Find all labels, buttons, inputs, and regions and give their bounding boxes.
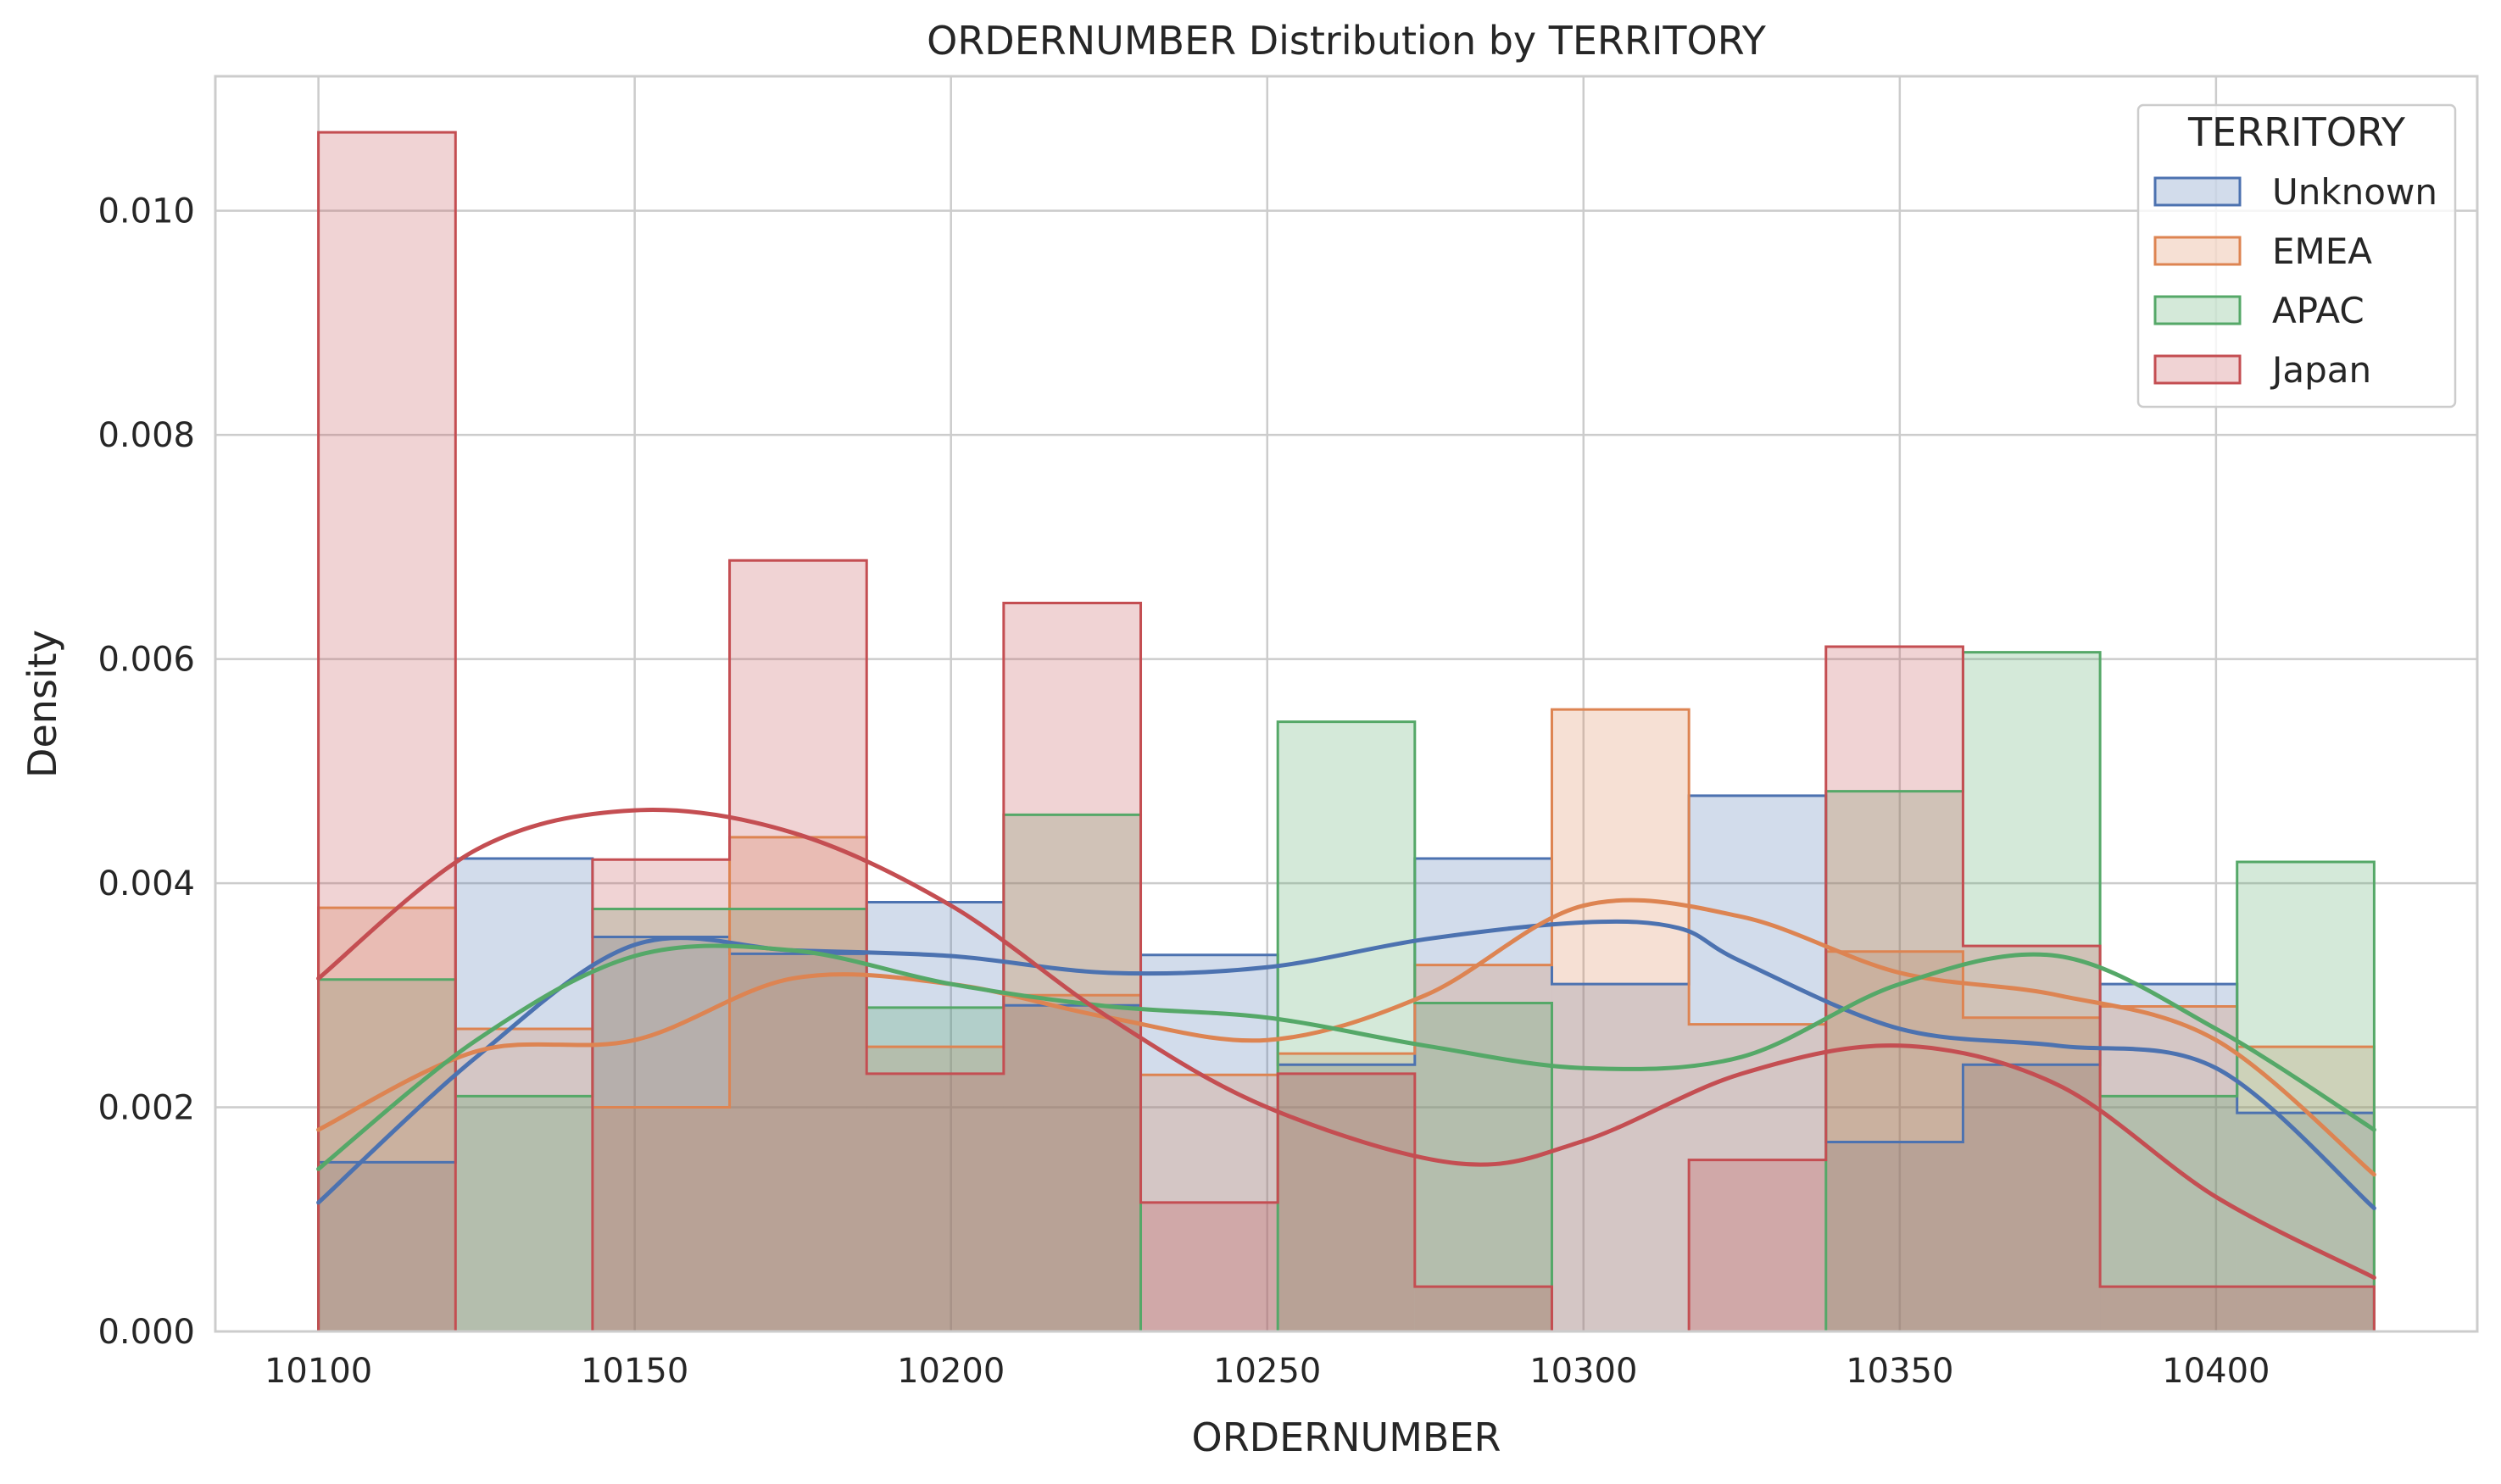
histogram-fill-unknown [318,795,2375,1331]
histogram-bar-unknown [592,937,730,1331]
histogram-bar-apac [318,979,456,1331]
legend: TERRITORY Unknown EMEA APAC Japan [2136,103,2457,409]
legend-item-apac: APAC [2153,290,2365,331]
histogram-bar-apac [592,909,730,1331]
legend-swatch-emea [2153,236,2242,266]
histogram-bar-japan [1140,1202,1278,1331]
legend-items: Unknown EMEA APAC Japan [2153,171,2437,391]
histogram-bar-japan [866,1073,1004,1331]
y-tick-label: 0.002 [97,1089,195,1128]
histogram-bar-emea [1963,1017,2101,1331]
histogram-bar-japan [1278,1073,1415,1331]
histogram-bar-japan [1963,946,2101,1331]
histogram-bar-emea [592,1107,730,1331]
legend-label-emea: EMEA [2272,231,2372,272]
legend-swatch-japan [2153,354,2242,385]
kde-curve-emea [316,898,2376,1177]
histogram-bar-apac [1825,791,1963,1331]
x-axis-title: ORDERNUMBER [1192,1415,1501,1460]
histogram-bar-japan [1003,603,1141,1331]
histogram-outline-unknown [317,794,2376,1331]
histogram-fill-apac [318,652,2375,1331]
histogram-bar-japan [1689,1159,1826,1331]
legend-item-japan: Japan [2153,349,2371,391]
legend-label-unknown: Unknown [2272,171,2437,213]
histogram-bar-emea [729,836,867,1331]
kde-curve-unknown [316,919,2376,1211]
histogram-bar-unknown [2100,984,2237,1331]
histogram-bar-unknown [1963,1064,2101,1331]
histogram-bar-japan [1414,1287,1552,1331]
x-tick-label: 10200 [897,1352,1005,1391]
legend-swatch-apac [2153,295,2242,325]
histogram-bar-japan [318,132,456,1331]
histogram-bar-emea [1689,1024,1826,1331]
legend-item-unknown: Unknown [2153,171,2437,213]
x-tick-label: 10150 [581,1352,688,1391]
histogram-bar-emea [2236,1047,2375,1331]
legend-label-japan: Japan [2270,349,2371,391]
histogram-bar-emea [1003,995,1141,1331]
tick-labels: 10100 10150 10200 10250 10300 10350 10400 0.000… [97,192,2270,1391]
histogram-bar-unknown [729,953,867,1331]
histogram-bar-unknown [1278,1064,1415,1331]
x-tick-label: 10300 [1529,1352,1637,1391]
x-tick-label: 10400 [2162,1352,2270,1391]
histogram-bar-emea [455,1028,593,1331]
histogram-bar-japan [1825,647,1963,1331]
legend-title: TERRITORY [2187,109,2406,155]
y-tick-label: 0.004 [97,864,195,903]
histogram-bar-unknown [1551,984,1690,1331]
histogram-bar-unknown [866,902,1004,1331]
kde-curves [316,808,2376,1281]
chart-title: ORDERNUMBER Distribution by TERRITORY [927,18,1767,64]
histogram-outlines [317,131,2376,1333]
histogram-bar-unknown [1003,1005,1141,1331]
histogram-bar-apac [2100,1096,2237,1331]
histogram-bar-emea [2100,1006,2237,1331]
y-tick-label: 0.000 [97,1313,195,1352]
histogram-bar-apac [1003,814,1141,1331]
y-axis-title: Density [19,630,65,778]
legend-label-apac: APAC [2272,290,2365,331]
plot-frame [214,75,2479,1333]
histogram-fill-emea [318,709,2375,1331]
histogram-outline-japan [317,131,2376,1333]
histogram-bar-emea [1551,709,1690,1331]
y-tick-label: 0.010 [97,192,195,231]
histogram-outline-emea [317,708,2376,1331]
histogram-bar-japan [592,859,730,1331]
histogram-bar-apac [866,1007,1004,1331]
legend-swatch-unknown [2153,176,2242,207]
histogram-bar-apac [455,1096,593,1331]
histogram-bar-unknown [1825,1142,1963,1331]
y-tick-label: 0.006 [97,641,195,680]
histogram-bar-unknown [318,1162,456,1331]
histogram-bar-emea [1278,1053,1415,1331]
legend-item-emea: EMEA [2153,231,2372,272]
legend-box [2136,103,2457,409]
histogram-bar-emea [866,1047,1004,1331]
histogram-bar-emea [1414,964,1552,1331]
x-tick-label: 10350 [1846,1352,1953,1391]
kde-curve-apac [316,943,2376,1171]
histogram-bar-japan [2236,1287,2375,1331]
y-tick-label: 0.008 [97,416,195,455]
x-tick-label: 10250 [1213,1352,1321,1391]
kde-curve-japan [316,808,2376,1281]
histogram-bar-apac [1414,1003,1552,1331]
histogram-bar-japan [2100,1287,2237,1331]
x-tick-label: 10100 [265,1352,372,1391]
